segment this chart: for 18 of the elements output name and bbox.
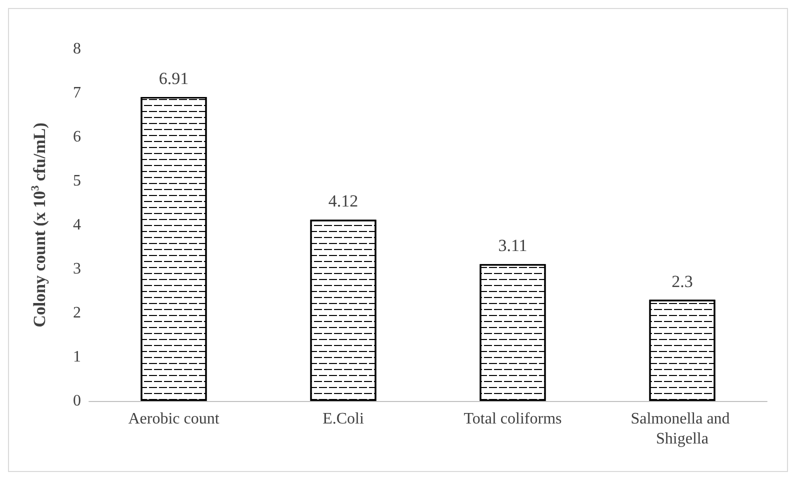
x-tick-label: Salmonella and Shigella bbox=[630, 410, 734, 448]
y-tick-label: 6 bbox=[73, 128, 81, 146]
data-label: 6.91 bbox=[158, 68, 189, 88]
y-tick-label: 2 bbox=[73, 304, 81, 322]
data-label: 4.12 bbox=[328, 192, 358, 211]
data-label: 3.11 bbox=[498, 236, 528, 256]
y-tick-label: 7 bbox=[73, 84, 81, 102]
data-label: 2.3 bbox=[672, 272, 693, 291]
y-tick-label: 8 bbox=[73, 40, 81, 58]
y-tick-label: 5 bbox=[73, 172, 81, 190]
x-tick-label: Total coliforms bbox=[464, 410, 562, 428]
x-tick-label: Aerobic count bbox=[128, 410, 220, 428]
y-tick-label: 4 bbox=[73, 216, 81, 234]
y-axis-title: Colony count (x 103 cfu/mL) bbox=[30, 122, 49, 328]
x-tick-label: E.Coli bbox=[322, 410, 364, 428]
y-tick-label: 3 bbox=[73, 260, 81, 278]
y-tick-label: 0 bbox=[73, 392, 81, 410]
y-tick-label: 1 bbox=[73, 348, 81, 366]
